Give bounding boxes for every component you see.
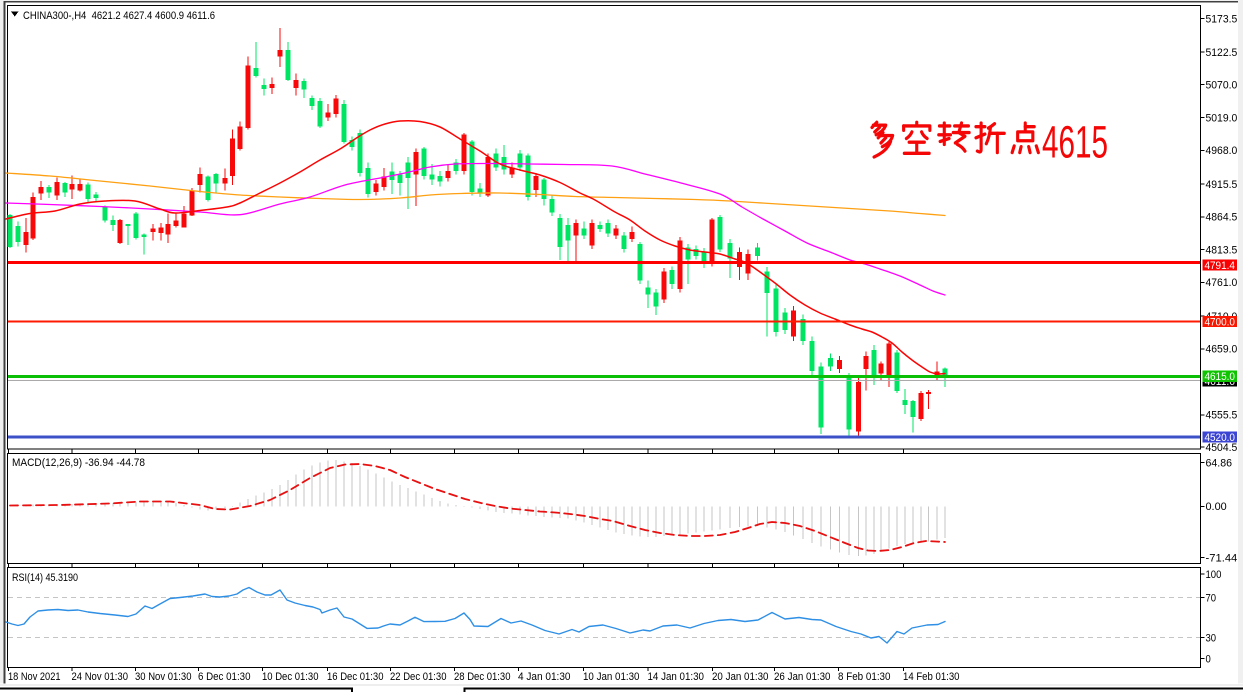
svg-text:4615.0: 4615.0 — [1204, 371, 1235, 383]
svg-text:5122.5: 5122.5 — [1206, 47, 1238, 59]
svg-text:4915.5: 4915.5 — [1206, 179, 1238, 191]
svg-text:64.86: 64.86 — [1206, 457, 1233, 469]
svg-text:4864.5: 4864.5 — [1206, 212, 1238, 224]
svg-text:28 Dec 01:30: 28 Dec 01:30 — [454, 671, 511, 683]
svg-text:20 Jan 01:30: 20 Jan 01:30 — [712, 671, 769, 683]
svg-text:24 Nov 01:30: 24 Nov 01:30 — [72, 671, 129, 683]
svg-text:5173.5: 5173.5 — [1206, 13, 1238, 25]
svg-text:30 Nov 01:30: 30 Nov 01:30 — [135, 671, 192, 683]
svg-text:100: 100 — [1206, 569, 1222, 581]
svg-text:5070.0: 5070.0 — [1206, 79, 1238, 91]
svg-text:RSI(14) 45.3190: RSI(14) 45.3190 — [12, 572, 78, 584]
svg-text:4700.0: 4700.0 — [1204, 316, 1235, 328]
svg-text:4761.0: 4761.0 — [1206, 277, 1238, 289]
svg-text:6 Dec 01:30: 6 Dec 01:30 — [198, 671, 251, 683]
svg-text:-71.44: -71.44 — [1206, 552, 1238, 564]
svg-text:26 Jan 01:30: 26 Jan 01:30 — [774, 671, 831, 683]
svg-text:4791.4: 4791.4 — [1204, 260, 1235, 272]
svg-text:4 Jan 01:30: 4 Jan 01:30 — [518, 671, 571, 683]
svg-text:8 Feb 01:30: 8 Feb 01:30 — [838, 671, 891, 683]
svg-text:18 Nov 2021: 18 Nov 2021 — [8, 671, 61, 683]
svg-text:14 Jan 01:30: 14 Jan 01:30 — [648, 671, 705, 683]
svg-text:MACD(12,26,9) -36.94 -44.78: MACD(12,26,9) -36.94 -44.78 — [12, 457, 145, 469]
svg-text:30: 30 — [1206, 632, 1217, 644]
svg-text:10 Dec 01:30: 10 Dec 01:30 — [262, 671, 319, 683]
svg-text:0: 0 — [1206, 653, 1211, 665]
svg-text:4615: 4615 — [1042, 117, 1108, 168]
svg-text:4555.5: 4555.5 — [1206, 410, 1238, 422]
svg-text:4659.0: 4659.0 — [1206, 344, 1238, 356]
svg-text:10 Jan 01:30: 10 Jan 01:30 — [583, 671, 640, 683]
svg-text:4520.0: 4520.0 — [1204, 432, 1235, 444]
svg-text:14 Feb 01:30: 14 Feb 01:30 — [903, 671, 960, 683]
svg-text:CHINA300-,H4 4621.2 4627.4 46: CHINA300-,H4 4621.2 4627.4 4600.9 4611.6 — [23, 10, 215, 22]
svg-text:22 Dec 01:30: 22 Dec 01:30 — [390, 671, 447, 683]
svg-text:0.00: 0.00 — [1206, 501, 1227, 513]
svg-text:16 Dec 01:30: 16 Dec 01:30 — [327, 671, 384, 683]
svg-text:5019.0: 5019.0 — [1206, 112, 1238, 124]
svg-text:70: 70 — [1206, 592, 1217, 604]
svg-text:4504.5: 4504.5 — [1206, 442, 1238, 454]
svg-text:4813.5: 4813.5 — [1206, 245, 1238, 257]
svg-text:4968.0: 4968.0 — [1206, 145, 1238, 157]
